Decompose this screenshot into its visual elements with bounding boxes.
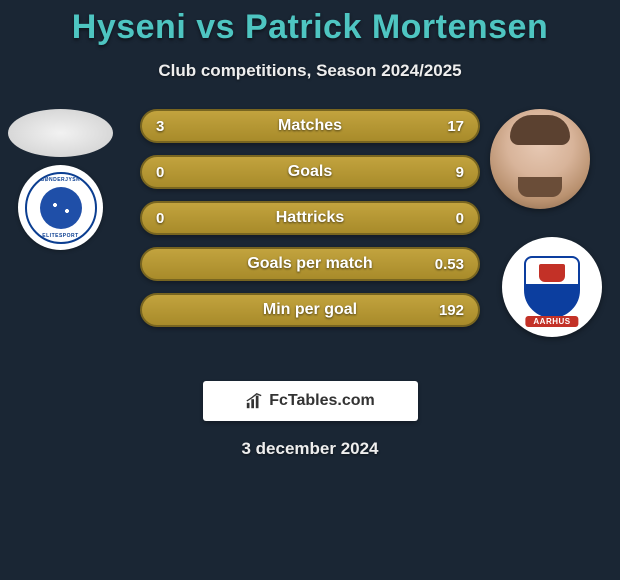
stat-bar-goals: 0 Goals 9 [140, 155, 480, 189]
stat-bar-hattricks: 0 Hattricks 0 [140, 201, 480, 235]
club-badge-text-top: SØNDERJYSK [41, 177, 80, 183]
stat-left-value: 3 [156, 118, 164, 135]
stat-label: Goals [288, 163, 332, 181]
club-badge-ring: SØNDERJYSK ELITESPORT [25, 172, 97, 244]
bar-chart-icon [245, 392, 263, 410]
source-badge: FcTables.com [203, 381, 418, 421]
player-left-club-badge: SØNDERJYSK ELITESPORT [18, 165, 103, 250]
source-text: FcTables.com [269, 392, 375, 410]
stat-bars: 3 Matches 17 0 Goals 9 0 Hattricks 0 Goa… [140, 109, 480, 339]
stat-label: Goals per match [247, 255, 372, 273]
stat-right-value: 0 [456, 210, 464, 227]
stat-right-value: 192 [439, 302, 464, 319]
stat-left-value: 0 [156, 164, 164, 181]
stat-label: Matches [278, 117, 342, 135]
player-right-club-badge: AARHUS [502, 237, 602, 337]
club-badge-text-bottom: ELITESPORT [42, 233, 78, 239]
stat-label: Min per goal [263, 301, 357, 319]
stat-right-value: 0.53 [435, 256, 464, 273]
club-badge-ribbon: AARHUS [525, 316, 578, 327]
player-left-avatar [8, 109, 113, 157]
page-title: Hyseni vs Patrick Mortensen [0, 0, 620, 47]
stat-right-value: 9 [456, 164, 464, 181]
player-right-avatar [490, 109, 590, 209]
stat-label: Hattricks [276, 209, 344, 227]
stat-bar-min-per-goal: Min per goal 192 [140, 293, 480, 327]
stat-left-value: 0 [156, 210, 164, 227]
stat-right-value: 17 [447, 118, 464, 135]
club-badge-core [40, 187, 82, 229]
comparison-stage: SØNDERJYSK ELITESPORT AARHUS 3 Matches 1… [0, 109, 620, 369]
club-badge-shield [524, 256, 580, 318]
subtitle: Club competitions, Season 2024/2025 [0, 61, 620, 81]
stat-bar-goals-per-match: Goals per match 0.53 [140, 247, 480, 281]
date-label: 3 december 2024 [0, 439, 620, 459]
stat-bar-matches: 3 Matches 17 [140, 109, 480, 143]
